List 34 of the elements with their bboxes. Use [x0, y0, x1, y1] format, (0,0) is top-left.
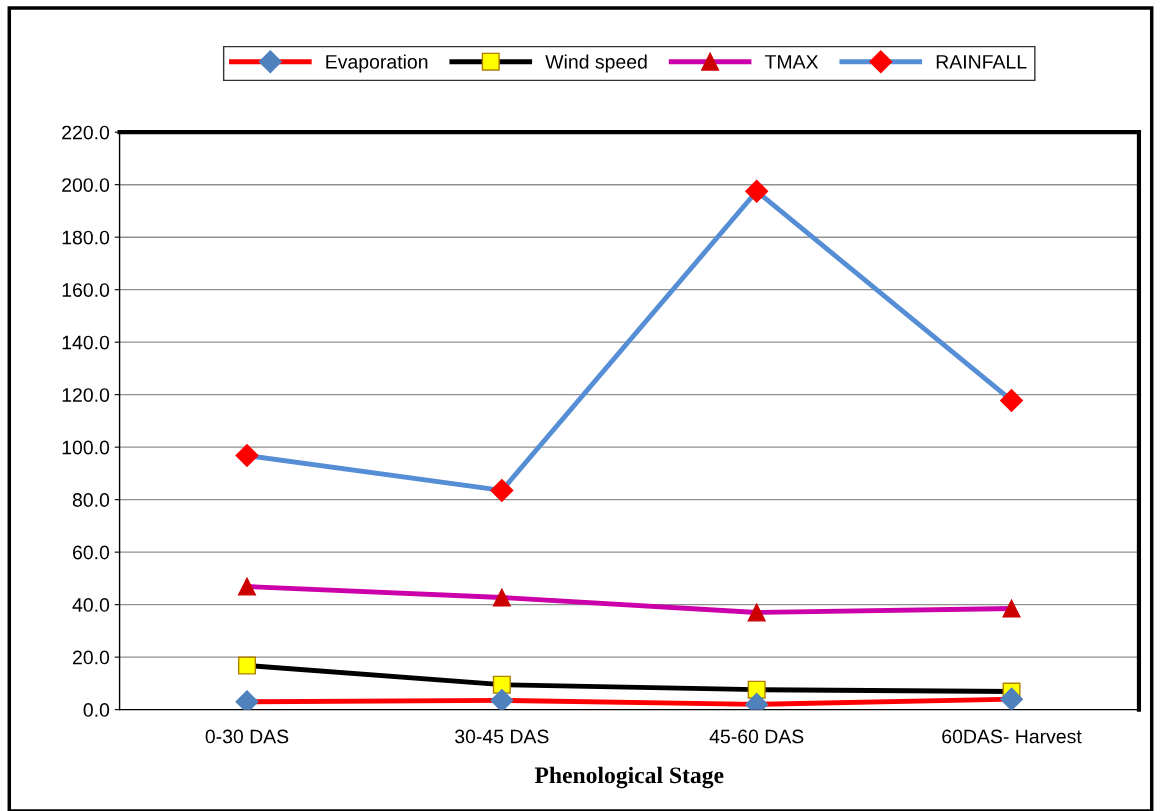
x-tick-label: 0-30 DAS	[205, 729, 289, 744]
point	[1002, 599, 1021, 618]
y-tick-label: 140.0	[62, 335, 110, 350]
legend-label: TMAX	[764, 55, 819, 69]
x-tick-label: 45-60 DAS	[709, 729, 804, 744]
point	[237, 656, 257, 675]
y-tick-label: 40.0	[72, 598, 110, 612]
point	[235, 690, 259, 710]
point	[745, 179, 769, 203]
y-tick-label: 120.0	[62, 388, 110, 402]
y-tick-label: 100.0	[62, 440, 110, 455]
point	[492, 588, 511, 607]
point	[490, 688, 514, 710]
legend-label: Evaporation	[326, 54, 428, 73]
point	[490, 478, 514, 502]
y-tick-label: 60.0	[73, 545, 110, 560]
y-tick-label: 160.0	[62, 283, 110, 297]
y-tick-label: 0.0	[83, 703, 110, 717]
y-tick-label: 20.0	[73, 650, 110, 665]
point	[1000, 388, 1024, 412]
y-tick-label: 220.0	[62, 125, 110, 140]
point	[235, 444, 259, 468]
point	[747, 603, 766, 622]
legend-label: Wind speed	[545, 54, 647, 73]
x-axis-title: Phenological Stage	[534, 766, 724, 789]
x-tick-label: 30-45 DAS	[455, 729, 549, 744]
point	[237, 577, 257, 596]
y-tick-label: 80.0	[72, 493, 110, 507]
legend-label: RAINFALL	[936, 55, 1027, 69]
point	[492, 675, 511, 694]
y-tick-label: 180.0	[62, 230, 110, 245]
y-tick-label: 200.0	[62, 178, 110, 192]
point	[1000, 687, 1024, 710]
x-tick-label: 60DAS- Harvest	[942, 729, 1082, 744]
